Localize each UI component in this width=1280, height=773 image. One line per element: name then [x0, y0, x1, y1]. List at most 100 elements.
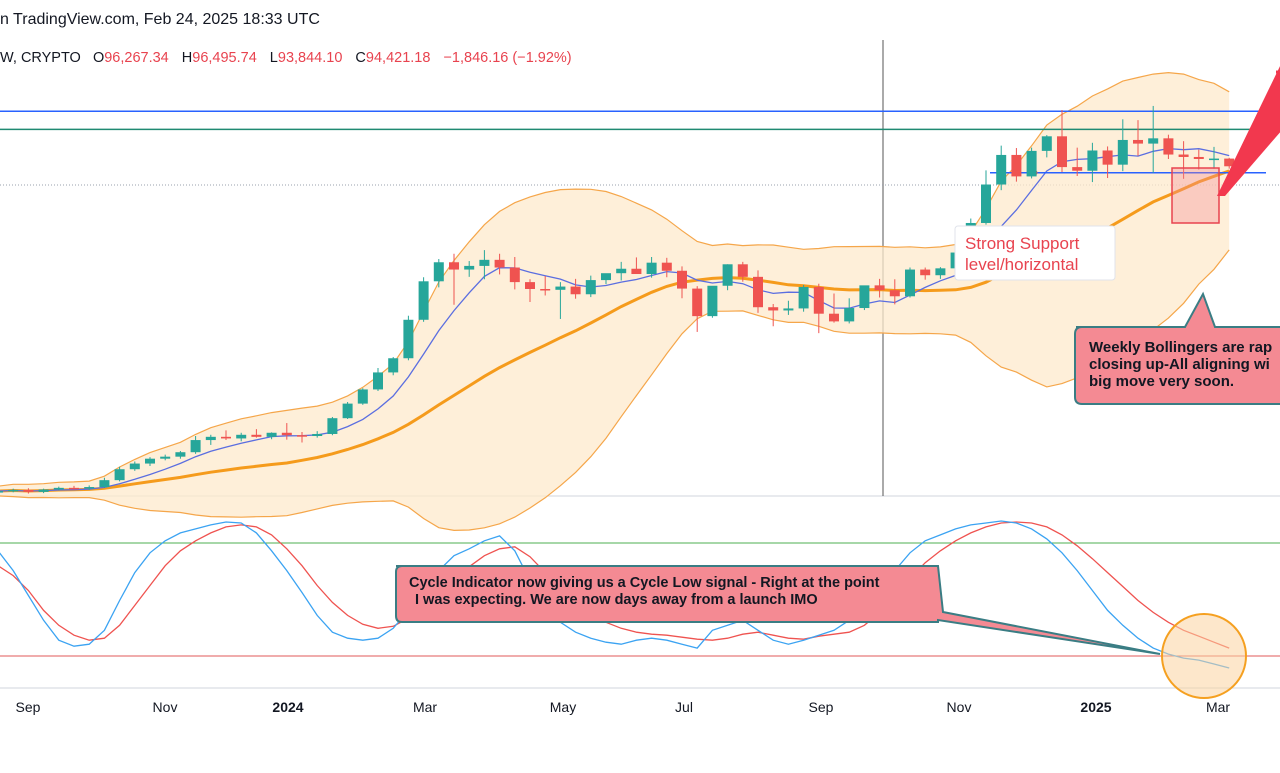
candle — [205, 434, 216, 445]
open-label: O — [92, 50, 105, 66]
candle — [874, 278, 885, 298]
candle — [297, 431, 307, 443]
candle — [1133, 120, 1143, 156]
candle — [692, 286, 703, 332]
cycle-low-marker — [1161, 613, 1247, 699]
candle — [175, 450, 186, 459]
candle — [1224, 157, 1235, 169]
ohlc-legend: W, CRYPTO O96,267.34 H96,495.74 L93,844.… — [0, 50, 581, 66]
candle-body — [798, 286, 809, 309]
candle — [357, 388, 368, 405]
candle-body — [1178, 154, 1189, 157]
candle-body — [53, 487, 64, 490]
candle — [251, 429, 262, 438]
candle-body — [555, 286, 566, 290]
candle — [342, 401, 353, 419]
candle — [722, 264, 733, 291]
candle — [99, 477, 110, 488]
candle-body — [281, 432, 292, 436]
publish-info: n TradingView.com, Feb 24, 2025 18:33 UT… — [0, 11, 320, 28]
candle-body — [859, 285, 870, 309]
candle-body — [175, 452, 186, 457]
candle-body — [205, 436, 216, 441]
fast-moving-average — [0, 147, 1230, 492]
candle — [1102, 146, 1113, 179]
candle-body — [570, 286, 581, 295]
low-label: L — [269, 50, 278, 66]
candle — [585, 275, 596, 298]
candle-body — [783, 308, 794, 311]
candle-body — [145, 458, 155, 464]
time-axis-label: Jul — [675, 699, 693, 715]
candle-body — [114, 469, 125, 481]
candle-body — [1148, 138, 1159, 144]
candle-body — [221, 436, 231, 439]
bollinger-callout — [1074, 291, 1280, 405]
candle-body — [996, 154, 1007, 185]
candle-body — [69, 487, 79, 490]
high-value: 96,495.74 — [192, 50, 257, 66]
candle-body — [1057, 136, 1067, 168]
chart-header: n TradingView.com, Feb 24, 2025 18:33 UT… — [0, 0, 1280, 40]
time-axis-label: Sep — [809, 699, 834, 715]
candle-body — [342, 403, 353, 419]
candle-body — [889, 290, 900, 297]
candle-body — [585, 280, 596, 295]
candle-body — [160, 456, 171, 459]
time-axis-label: May — [550, 699, 576, 715]
time-axis-label: Mar — [1206, 699, 1230, 715]
candle — [981, 170, 991, 225]
candle — [1178, 141, 1189, 179]
cycle-slow-line — [0, 521, 1230, 649]
candle — [570, 278, 581, 299]
time-axis-label: 2024 — [272, 699, 303, 715]
candle-body — [525, 282, 535, 289]
target-arrow — [1217, 66, 1280, 196]
candle-body — [540, 288, 551, 291]
candle-body — [327, 418, 338, 434]
time-axis-label: Mar — [413, 699, 437, 715]
candle — [631, 257, 642, 275]
candle-body — [479, 259, 490, 266]
candle — [433, 259, 444, 288]
candle-body — [312, 433, 323, 437]
candle-body — [190, 440, 201, 453]
highlight-box — [1171, 167, 1220, 224]
candle-body — [99, 480, 110, 488]
candle-body — [661, 262, 672, 271]
candle — [69, 485, 79, 490]
candle — [616, 261, 627, 281]
candle-body — [84, 487, 95, 489]
candle-body — [38, 489, 49, 492]
candle — [737, 261, 748, 282]
candle — [266, 432, 277, 440]
candle — [783, 300, 794, 315]
candle — [813, 283, 824, 334]
candle — [281, 423, 292, 440]
candle-body — [601, 273, 611, 281]
candle — [601, 273, 611, 285]
candle — [1011, 148, 1022, 182]
candle-body — [920, 269, 931, 276]
candle-body — [677, 270, 687, 289]
candle-body — [464, 265, 475, 270]
candle — [53, 486, 64, 491]
bollinger-note: Weekly Bollingers are rap closing up-All… — [1089, 339, 1273, 390]
candle-body — [1133, 139, 1143, 144]
candle — [889, 279, 900, 305]
candle-body — [874, 285, 885, 291]
candle-body — [251, 434, 262, 437]
candle — [236, 432, 247, 442]
candle — [707, 285, 718, 318]
candle — [509, 257, 520, 290]
candle — [996, 145, 1007, 191]
cycle-note-line2: I was expecting. We are now days away fr… — [415, 592, 818, 608]
candle-body — [616, 268, 627, 274]
candle-body — [813, 286, 824, 314]
candle-body — [829, 313, 839, 322]
candle-body — [737, 264, 748, 277]
candle — [1041, 135, 1052, 158]
candle-body — [707, 285, 718, 317]
candle — [129, 461, 140, 471]
